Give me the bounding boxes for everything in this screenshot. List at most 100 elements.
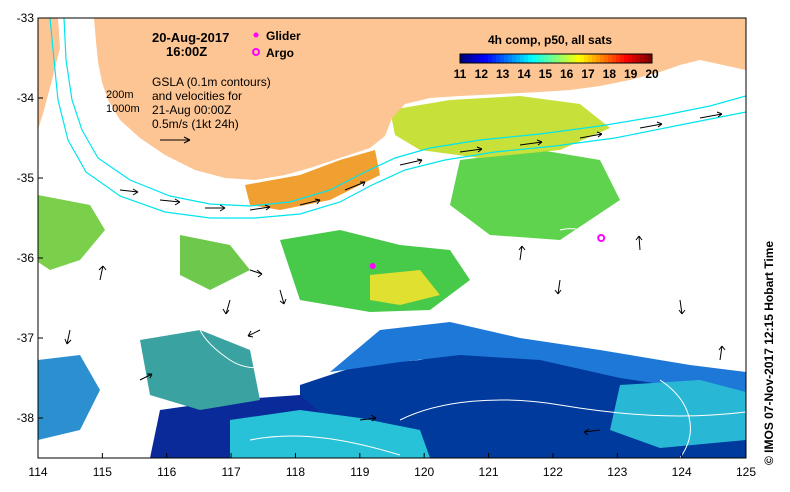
colorbar-cell — [596, 54, 601, 63]
info-line-3: 21-Aug 00:00Z — [152, 103, 231, 117]
colorbar-cell — [600, 54, 605, 63]
map-date: 20-Aug-2017 — [152, 30, 229, 45]
y-tick-label: -37 — [17, 331, 35, 345]
colorbar-cell — [548, 54, 553, 63]
y-tick-label: -35 — [17, 171, 35, 185]
y-axis: -33 -34 -35 -36 -37 -38 — [17, 11, 43, 425]
colorbar-title: 4h comp, p50, all sats — [488, 33, 612, 47]
colorbar-cell — [540, 54, 545, 63]
sst-patch-teal-w — [140, 330, 260, 410]
colorbar-cell — [516, 54, 521, 63]
colorbar-cell — [496, 54, 501, 63]
colorbar-cell — [616, 54, 621, 63]
x-tick-label: 125 — [736, 465, 756, 479]
colorbar-tick-label: 16 — [560, 67, 574, 81]
colorbar-cell — [460, 54, 465, 63]
colorbar-cell — [580, 54, 585, 63]
colorbar-cell — [576, 54, 581, 63]
colorbar-cell — [536, 54, 541, 63]
colorbar-cell — [572, 54, 577, 63]
colorbar-cell — [568, 54, 573, 63]
y-tick-label: -38 — [17, 411, 35, 425]
colorbar-cell — [504, 54, 509, 63]
x-tick-label: 117 — [222, 465, 241, 479]
colorbar-cell — [556, 54, 561, 63]
sst-patch-cyan — [230, 410, 430, 458]
y-tick-label: -36 — [17, 251, 35, 265]
info-line-4: 0.5m/s (1kt 24h) — [152, 117, 239, 131]
contour-200m — [63, 18, 746, 207]
colorbar-cell — [464, 54, 469, 63]
colorbar-cell — [552, 54, 557, 63]
colorbar-tick-labels: 11 12 13 14 15 16 17 18 19 20 — [454, 67, 659, 81]
x-tick-label: 123 — [607, 465, 627, 479]
velocity-key-arrow — [160, 136, 191, 144]
colorbar-cell — [532, 54, 537, 63]
sst-patch-green-w2 — [180, 235, 250, 290]
x-tick-label: 122 — [543, 465, 563, 479]
colorbar-cell — [480, 54, 485, 63]
copyright-notice: © IMOS 07-Nov-2017 12:15 Hobart Time — [762, 240, 776, 465]
argo-legend-label: Argo — [266, 46, 294, 60]
colorbar-cell — [484, 54, 489, 63]
map-time: 16:00Z — [166, 44, 207, 59]
colorbar-cell — [608, 54, 613, 63]
gsla-contours — [195, 228, 746, 458]
sst-patch-green-e — [450, 150, 620, 240]
colorbar-tick-label: 17 — [581, 67, 595, 81]
velocity-arrows — [64, 111, 726, 436]
colorbar-gradient — [460, 54, 653, 63]
gsla-info: GSLA (0.1m contours) and velocities for … — [152, 75, 271, 131]
glider-legend-label: Glider — [266, 29, 301, 43]
colorbar-cell — [612, 54, 617, 63]
colorbar-cell — [640, 54, 645, 63]
info-line-2: and velocities for — [152, 89, 242, 103]
bathymetry-contours — [49, 18, 746, 219]
colorbar-tick-label: 20 — [645, 67, 659, 81]
colorbar-cell — [636, 54, 641, 63]
colorbar-tick-label: 13 — [496, 67, 510, 81]
glider-marker — [369, 263, 376, 269]
argo-marker — [597, 234, 606, 242]
sst-patch-cyan-e — [610, 380, 746, 448]
x-tick-label: 121 — [479, 465, 499, 479]
colorbar-cell — [488, 54, 493, 63]
colorbar-cell — [628, 54, 633, 63]
colorbar-cell — [500, 54, 505, 63]
colorbar-cell — [648, 54, 653, 63]
plot-frame — [37, 17, 747, 459]
x-axis: 114 115 116 117 118 119 120 121 122 123 124 125 — [28, 453, 756, 479]
x-tick-label: 120 — [414, 465, 434, 479]
colorbar-cell — [632, 54, 637, 63]
colorbar-cell — [584, 54, 589, 63]
contour-1000m — [49, 18, 746, 219]
colorbar-cell — [588, 54, 593, 63]
colorbar-cell — [604, 54, 609, 63]
glider-legend-icon — [253, 32, 259, 38]
marker-legend: Glider Argo — [252, 29, 301, 60]
colorbar-cell — [520, 54, 525, 63]
land-west-sliver — [38, 18, 60, 130]
colorbar-cell — [468, 54, 473, 63]
colorbar-tick-label: 11 — [454, 67, 467, 81]
colorbar-cell — [508, 54, 513, 63]
colorbar-tick-label: 19 — [624, 67, 638, 81]
x-tick-label: 116 — [157, 465, 176, 479]
contour-200m-label: 200m — [106, 89, 134, 101]
colorbar-cell — [624, 54, 629, 63]
x-tick-label: 119 — [350, 465, 369, 479]
argo-legend-icon — [252, 48, 260, 56]
colorbar-cell — [512, 54, 517, 63]
info-line-1: GSLA (0.1m contours) — [152, 75, 271, 89]
colorbar-cell — [476, 54, 481, 63]
colorbar-cell — [524, 54, 529, 63]
x-tick-label: 118 — [286, 465, 305, 479]
colorbar-cell — [592, 54, 597, 63]
y-tick-label: -34 — [17, 91, 35, 105]
sst-patch-yellow-central — [370, 270, 440, 305]
sst-patch-yellow-coast — [390, 96, 610, 158]
x-tick-label: 124 — [672, 465, 692, 479]
colorbar-tick-label: 12 — [475, 67, 489, 81]
colorbar-cell — [544, 54, 549, 63]
